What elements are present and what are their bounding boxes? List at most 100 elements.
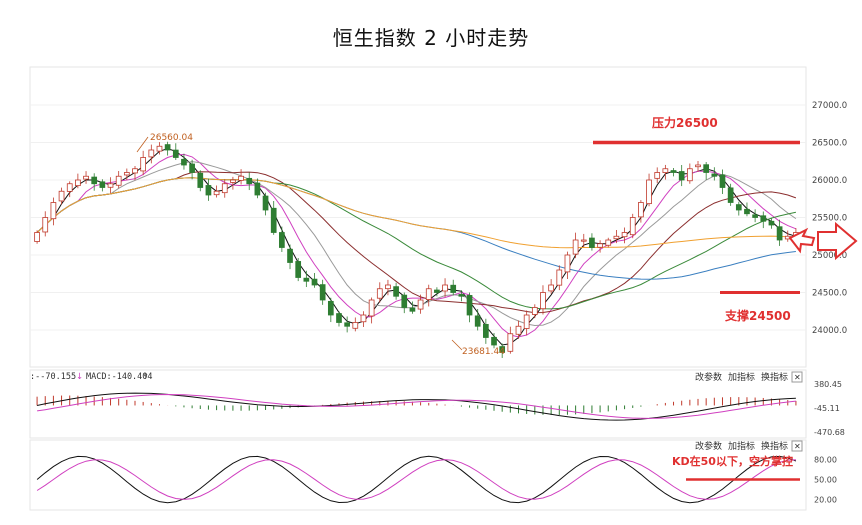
ma-line-90 <box>36 177 796 249</box>
candle-body <box>523 314 530 329</box>
kd-panel-frame <box>29 439 807 511</box>
candle-body <box>230 179 236 183</box>
candle-body <box>548 284 554 292</box>
candle-body <box>735 204 742 211</box>
candle-body <box>654 172 661 179</box>
candle-body <box>123 172 130 176</box>
candle-body <box>621 232 628 238</box>
macd-switch-indicator-button[interactable]: 换指标 <box>761 371 788 383</box>
price-tick-label: 27000.0 <box>812 101 847 111</box>
candle-body <box>336 313 342 323</box>
macd-panel: 380.45 -45.11 -470.68 <box>36 380 845 437</box>
arrow-right-icon <box>817 221 858 261</box>
candle-body <box>597 243 603 248</box>
kd-toolbar: 改参数 加指标 换指标 ✕ <box>695 440 803 452</box>
candle-body <box>760 215 767 222</box>
kd-tick-label: 80.00 <box>814 456 837 465</box>
candle-body <box>515 325 522 335</box>
candle-body <box>776 226 783 241</box>
candle-body <box>425 288 432 300</box>
candle-body <box>311 278 318 286</box>
candle-body <box>50 202 57 220</box>
arrow-small-icon <box>788 227 816 254</box>
candle-body <box>197 172 204 188</box>
candle-body <box>703 164 710 173</box>
candle-body <box>385 284 391 290</box>
macd-tick-label: -45.11 <box>814 404 840 413</box>
price-tick-label: 24500.0 <box>812 289 847 299</box>
macd-dif-label: :--70.155 <box>30 372 76 382</box>
candle-body <box>450 284 457 293</box>
kd-switch-indicator-button[interactable]: 换指标 <box>761 440 788 452</box>
candle-body <box>540 292 546 310</box>
candle-body <box>42 217 49 233</box>
low-price-label: 23681.44 <box>462 347 505 357</box>
kd-tick-label: 20.00 <box>814 495 837 504</box>
macd-tick-label: 380.45 <box>814 380 842 389</box>
macd-dea-line <box>37 393 796 419</box>
candle-body <box>58 190 65 202</box>
ma-line-10 <box>36 161 797 327</box>
macd-add-indicator-button[interactable]: 加指标 <box>728 371 755 383</box>
kd-close-icon: ✕ <box>794 442 801 451</box>
resistance-label: 压力26500 <box>652 115 718 130</box>
kd-add-indicator-button[interactable]: 加指标 <box>728 440 755 452</box>
candle-body <box>156 145 163 152</box>
ma-line-6 <box>36 153 797 338</box>
candle-body <box>262 195 269 211</box>
kd-close-button[interactable] <box>791 440 803 452</box>
candle-body <box>368 299 375 317</box>
candle-body <box>327 300 334 316</box>
candle-body <box>221 183 228 194</box>
candle-body <box>580 239 587 242</box>
candle-body <box>115 175 122 186</box>
kd-panel: 80.00 50.00 20.00 <box>36 456 837 504</box>
candle-body <box>246 177 253 185</box>
candle-body <box>662 168 669 173</box>
candle-body <box>132 168 138 174</box>
candle-body <box>164 144 171 151</box>
candle-body <box>148 149 155 158</box>
candle-body <box>344 322 350 327</box>
candle-body <box>474 315 481 327</box>
low-price-pointer <box>451 339 463 351</box>
candle-body <box>238 175 244 181</box>
candle-body <box>686 168 693 182</box>
macd-value-label: MACD:-140.404 <box>86 372 153 382</box>
kd-tick-label: 50.00 <box>814 476 837 485</box>
macd-down-arrow-icon: ↓ <box>76 372 83 382</box>
candle-body <box>629 217 636 236</box>
candle-body <box>417 299 424 310</box>
macd-edit-params-button[interactable]: 改参数 <box>695 371 722 383</box>
support-label: 支撑24500 <box>724 308 791 323</box>
moving-average-lines <box>36 148 797 346</box>
candle-body <box>279 232 285 248</box>
candle-body <box>466 295 473 316</box>
kd-d-line <box>36 459 796 500</box>
chart-title: 恒生指数 2 小时走势 <box>332 26 530 50</box>
candle-body <box>499 346 506 353</box>
candle-body <box>638 202 644 218</box>
candle-body <box>360 314 367 323</box>
candle-body <box>744 208 750 215</box>
macd-close-button[interactable] <box>791 371 803 383</box>
candle-body <box>719 174 726 188</box>
candle-body <box>287 248 293 263</box>
candle-body <box>572 239 579 255</box>
candle-body <box>254 182 261 196</box>
macd-panel-frame <box>29 369 807 439</box>
price-tick-label: 24000.0 <box>812 326 847 336</box>
candle-body <box>393 286 399 297</box>
candle-body <box>646 179 652 205</box>
candle-body <box>376 288 383 299</box>
candle-body <box>434 289 440 293</box>
candle-body <box>752 214 758 218</box>
candle-body <box>589 237 595 248</box>
candle-body <box>181 158 187 166</box>
candle-body <box>727 187 734 203</box>
macd-tick-label: -470.68 <box>814 428 845 437</box>
high-price-label: 26560.04 <box>150 133 193 143</box>
kd-edit-params-button[interactable]: 改参数 <box>695 440 722 452</box>
price-tick-label: 25500.0 <box>812 214 847 224</box>
